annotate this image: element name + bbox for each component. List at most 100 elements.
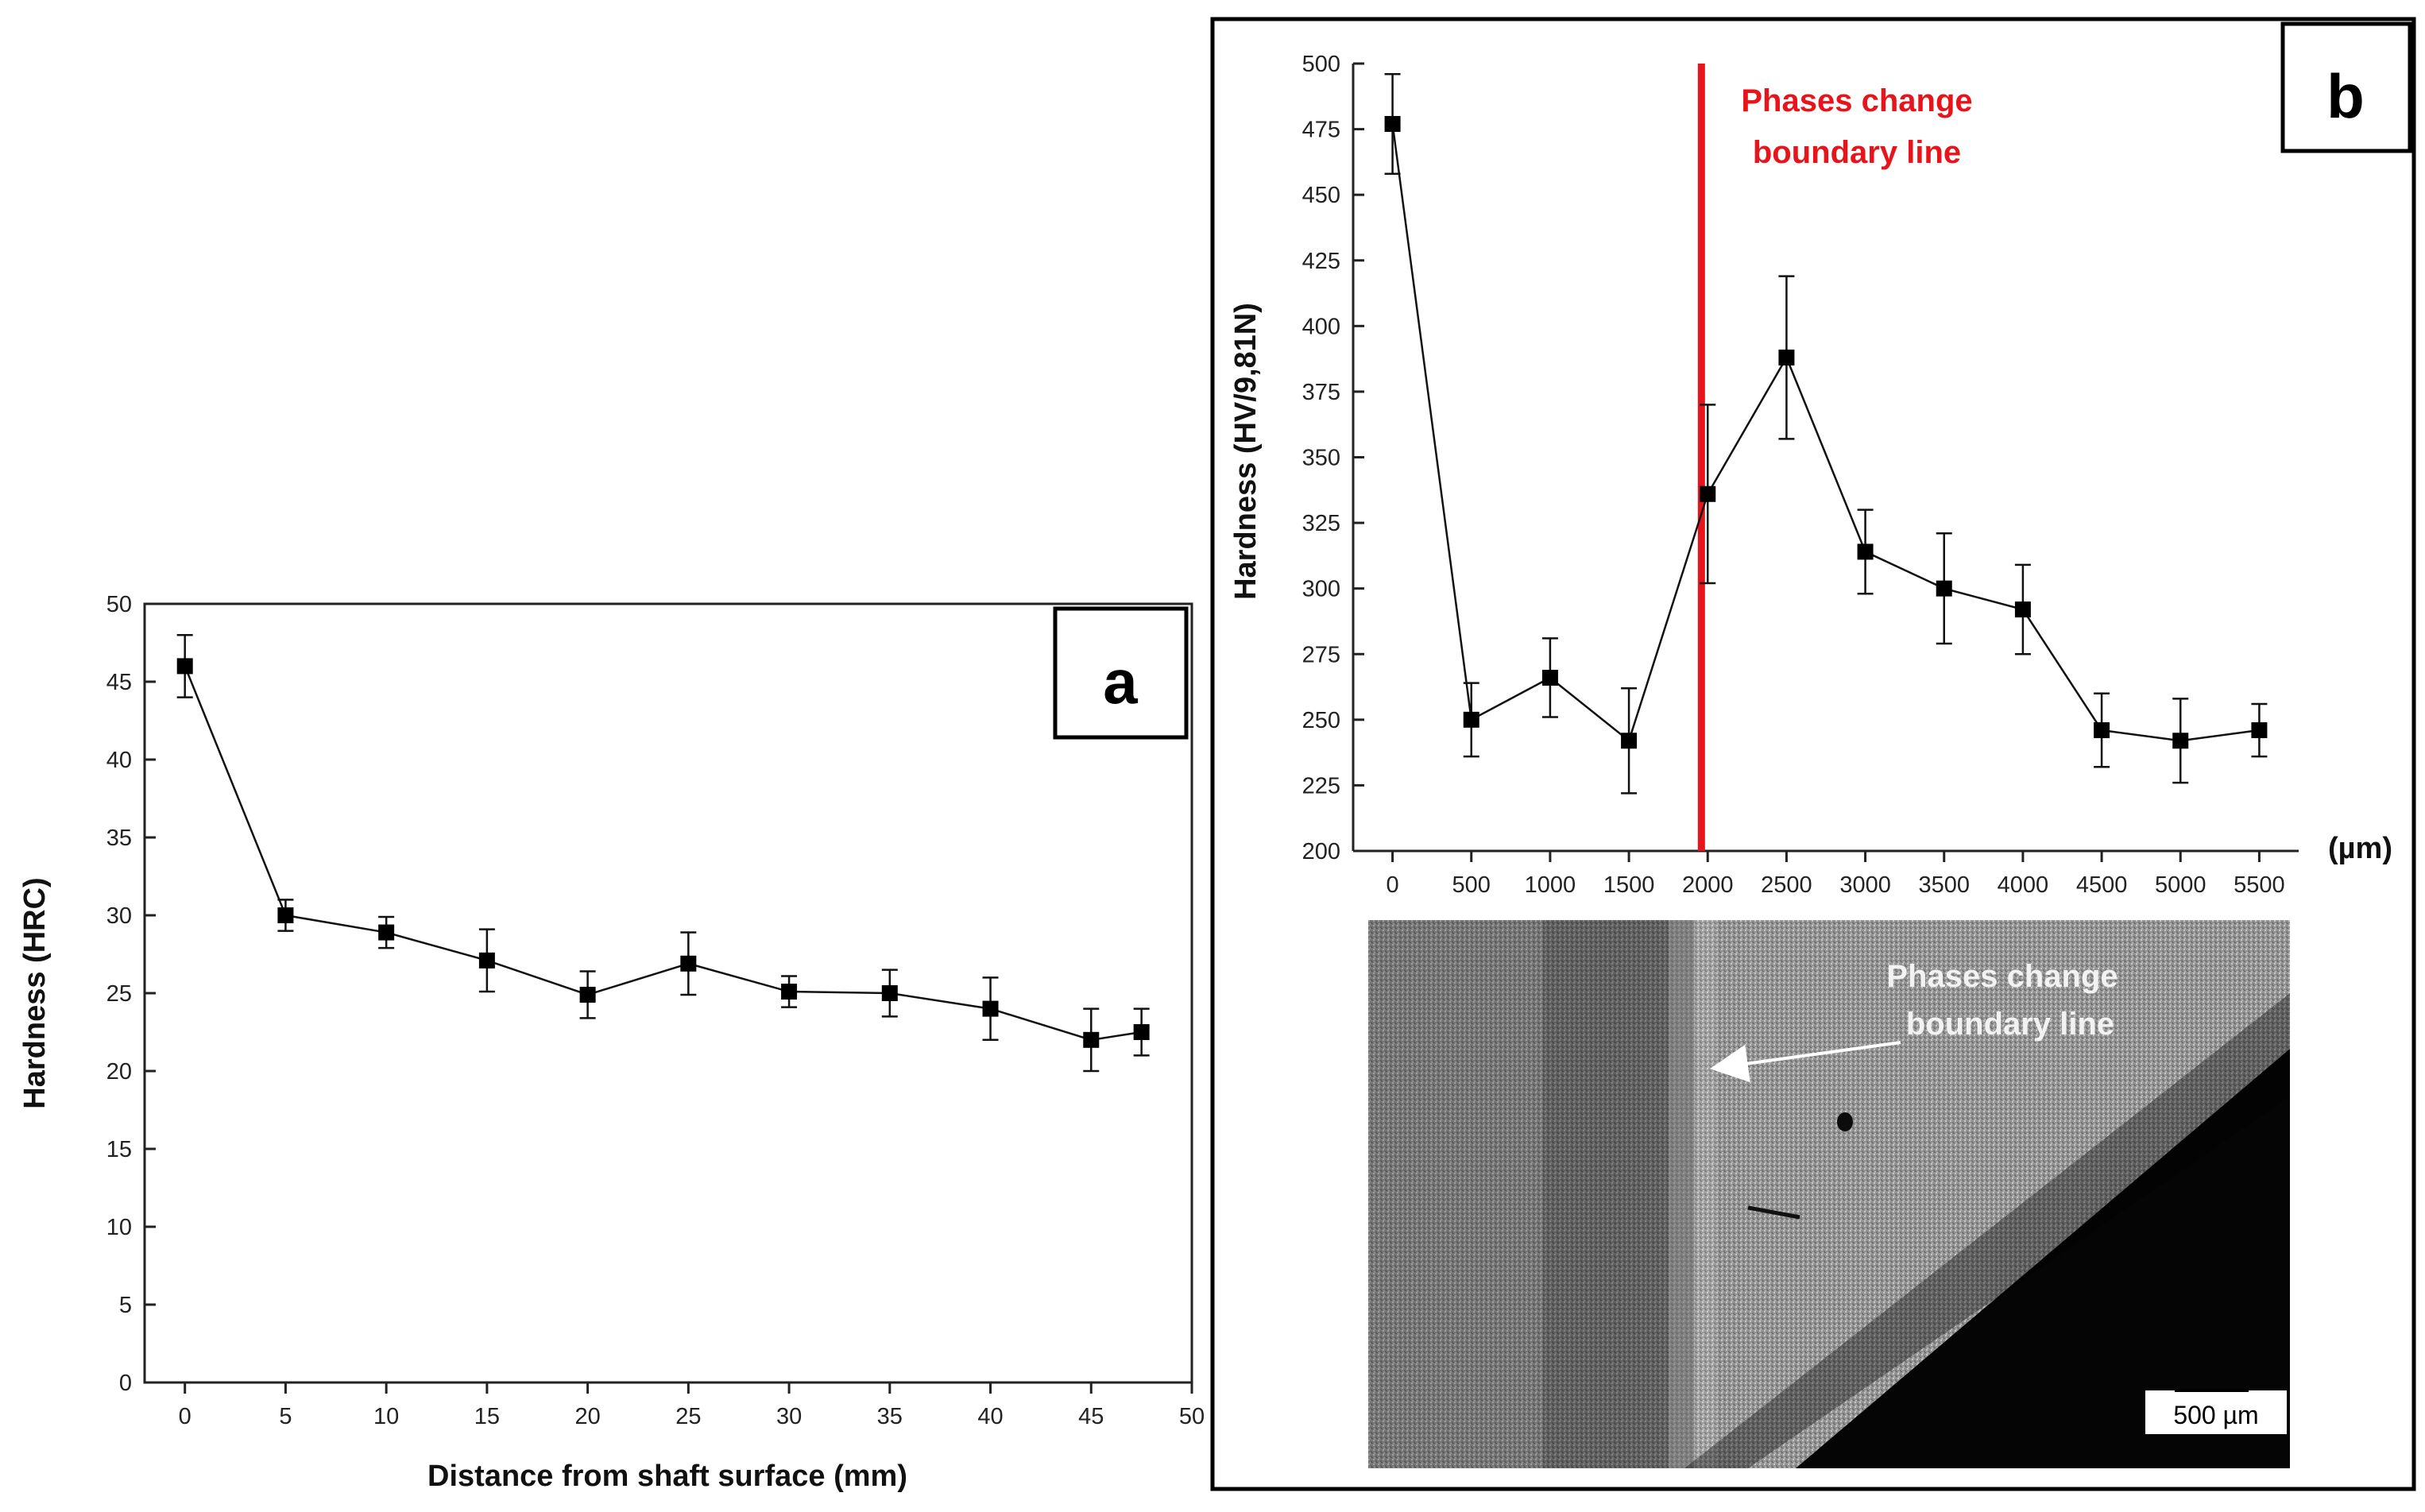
- panel-a-data-point: [1083, 1031, 1100, 1048]
- panel-b-y-tick-label: 350: [1302, 446, 1340, 471]
- panel-a-data-point: [781, 984, 798, 1000]
- panel-b-y-tick-label: 300: [1302, 577, 1340, 602]
- panel-b-data-point: [1700, 485, 1716, 502]
- panel-a-y-axis-label: Hardness (HRC): [18, 877, 52, 1108]
- panel-b-y-tick-label: 225: [1302, 773, 1340, 799]
- panel-b-x-tick-label: 5500: [2234, 872, 2285, 898]
- micrograph-boundary-band: [1669, 920, 1716, 1468]
- panel-b-letter-box: [2280, 21, 2412, 153]
- panel-b-y-axis-label: Hardness (HV/9,81N): [1229, 303, 1263, 600]
- panel-a-data-point: [176, 658, 193, 675]
- panel-b-data-point: [2251, 722, 2268, 739]
- panel-b-data-point: [1936, 580, 1952, 597]
- panel-b-x-tick-label: 1500: [1603, 872, 1655, 898]
- panel-a-x-tick-label: 30: [776, 1404, 802, 1429]
- panel-b-data-point: [1541, 669, 1558, 686]
- phase-boundary-label-line2: boundary line: [1753, 135, 1961, 170]
- panel-b-y-tick-label: 400: [1302, 314, 1340, 339]
- panel-a-data-point: [680, 955, 697, 972]
- panel-a-x-tick-label: 40: [977, 1404, 1003, 1429]
- panel-a-x-tick-label: 10: [373, 1404, 399, 1429]
- panel-a-series: [176, 633, 1150, 1073]
- micrograph-label-line1: Phases change: [1886, 959, 2118, 994]
- panel-a-y-tick-label: 25: [106, 981, 132, 1007]
- micrograph-dark-corner: [1796, 1049, 2290, 1468]
- panel-b: 200 225 250 275 300 325 350 375 400 425 450 475 500 …: [1210, 17, 2416, 1491]
- panel-a-x-axis-label: Distance from shaft surface (mm): [427, 1460, 907, 1493]
- panel-a: 0 5 10 15 20 25 30 35 40 45 50 0 5 10 15 20 25 30 35 40 45 5…: [18, 592, 1205, 1493]
- panel-a-y-tick-label: 10: [106, 1215, 132, 1240]
- panel-a-letter-box: [1053, 606, 1189, 740]
- panel-a-data-point: [982, 1000, 999, 1017]
- micrograph-pit: [1837, 1112, 1853, 1131]
- panel-b-x-tick-label: 3000: [1839, 872, 1891, 898]
- panel-b-x-tick-label: 1000: [1525, 872, 1576, 898]
- panel-b-data-point: [1621, 733, 1638, 749]
- panel-a-plot-frame: [143, 602, 1193, 1384]
- panel-b-y-tick-label: 475: [1302, 118, 1340, 143]
- panel-b-series-line: [1391, 123, 2260, 743]
- panel-a-y-tick-label: 30: [106, 903, 132, 929]
- panel-b-data-point: [1778, 349, 1795, 365]
- panel-a-x-tick-label: 20: [574, 1404, 600, 1429]
- panel-b-y-tick-label: 275: [1302, 642, 1340, 667]
- panel-a-y-tick-label: 20: [106, 1059, 132, 1085]
- scale-bar-box: [2145, 1390, 2287, 1434]
- panel-b-outer-frame: [1210, 17, 2416, 1491]
- panel-a-y-tick-label: 40: [106, 748, 132, 773]
- panel-b-y-tick-label: 450: [1302, 183, 1340, 208]
- panel-a-x-tick-label: 5: [279, 1404, 292, 1429]
- panel-b-y-tick-label: 250: [1302, 708, 1340, 733]
- panel-b-y-tick-label: 325: [1302, 511, 1340, 536]
- panel-a-series-line: [184, 665, 1142, 1042]
- panel-b-data-point: [2094, 722, 2110, 739]
- panel-a-x-tick-label: 15: [474, 1404, 500, 1429]
- panel-b-y-tick-label: 425: [1302, 249, 1340, 274]
- panel-a-data-point: [277, 907, 294, 923]
- panel-b-data-point: [1857, 543, 1874, 560]
- panel-a-data-point: [881, 985, 898, 1001]
- panel-a-data-point: [579, 986, 596, 1003]
- panel-a-data-point: [478, 952, 495, 969]
- panel-a-data-point: [378, 924, 395, 941]
- panel-a-x-tick-label: 0: [179, 1404, 191, 1429]
- panel-a-y-ticks: 0 5 10 15 20 25 30 35 40 45 50: [106, 592, 156, 1396]
- panel-b-data-point: [1384, 115, 1401, 132]
- panel-b-x-tick-label: 4500: [2076, 872, 2128, 898]
- panel-b-data-point: [2172, 733, 2189, 749]
- panel-b-x-tick-label: 500: [1452, 872, 1491, 898]
- panel-b-x-tick-label: 0: [1387, 872, 1399, 898]
- panel-b-data-point: [2014, 601, 2031, 618]
- panel-a-y-tick-label: 0: [119, 1371, 132, 1396]
- panel-b-x-unit-label: (µm): [2328, 832, 2392, 865]
- panel-a-y-tick-label: 5: [119, 1293, 132, 1318]
- panel-a-letter: a: [1103, 647, 1138, 717]
- panel-a-x-ticks: 0 5 10 15 20 25 30 35 40 45 50: [179, 1382, 1205, 1429]
- micrograph-crack: [1747, 1205, 1800, 1220]
- panel-b-x-tick-label: 2500: [1761, 872, 1812, 898]
- micrograph-mid-band: [1543, 920, 1694, 1468]
- micrograph-image: Phases change boundary line 500 µm: [1368, 920, 2290, 1468]
- panel-b-y-tick-label: 375: [1302, 380, 1340, 405]
- panel-b-x-tick-label: 2000: [1682, 872, 1734, 898]
- panel-b-y-ticks: 200 225 250 275 300 325 350 375 400 425 450 475 500: [1302, 52, 1364, 864]
- panel-a-y-tick-label: 15: [106, 1137, 132, 1162]
- panel-b-x-tick-label: 3500: [1918, 872, 1970, 898]
- micrograph-arrow: [1710, 1041, 1901, 1083]
- panel-b-x-tick-label: 5000: [2155, 872, 2206, 898]
- micrograph-left-band: [1368, 920, 1543, 1468]
- panel-a-x-tick-label: 35: [877, 1404, 903, 1429]
- phase-boundary-label-line1: Phases change: [1741, 83, 1972, 118]
- panel-b-letter: b: [2326, 61, 2365, 131]
- panel-a-y-tick-label: 50: [106, 592, 132, 617]
- panel-a-x-tick-label: 50: [1179, 1404, 1205, 1429]
- panel-b-x-tick-label: 4000: [1998, 872, 2049, 898]
- panel-b-y-tick-label: 500: [1302, 52, 1340, 77]
- micrograph-label-line2: boundary line: [1906, 1007, 2114, 1042]
- panel-b-y-tick-label: 200: [1302, 839, 1340, 864]
- panel-a-data-point: [1133, 1024, 1150, 1040]
- panel-a-y-tick-label: 35: [106, 826, 132, 851]
- panel-b-x-ticks: 0 500 1000 1500 2000 2500 3000 3500 4000 4500 5000…: [1387, 851, 2285, 898]
- panel-a-x-tick-label: 45: [1078, 1404, 1104, 1429]
